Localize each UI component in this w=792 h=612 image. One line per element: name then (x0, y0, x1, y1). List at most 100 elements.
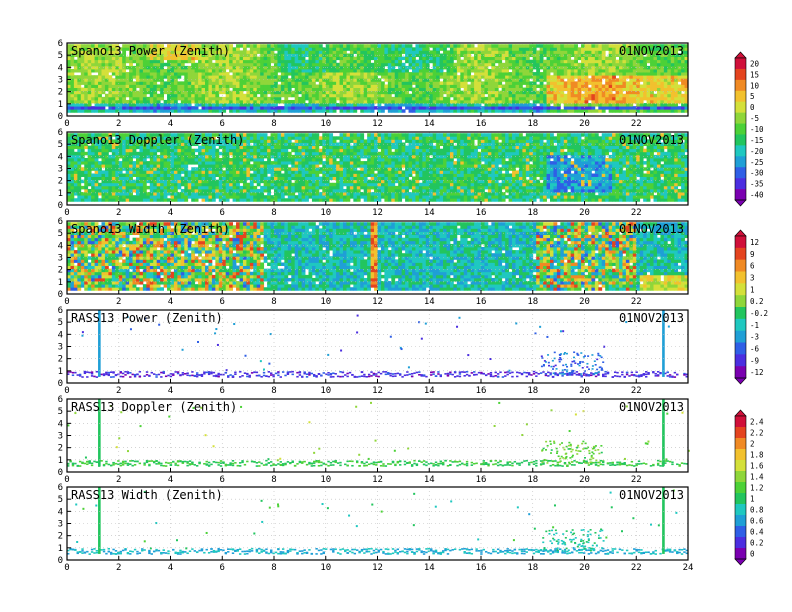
data-cell (94, 84, 99, 88)
data-cell (84, 106, 89, 110)
data-cell (491, 72, 496, 76)
data-cell (149, 47, 154, 51)
data-cell (80, 142, 85, 147)
data-cell (481, 44, 485, 48)
data-cell (160, 81, 164, 85)
data-cell (211, 65, 216, 70)
data-cell (363, 65, 368, 70)
data-cell (136, 157, 140, 162)
data-cell (677, 93, 682, 98)
data-cell (522, 81, 527, 85)
data-cell (104, 164, 109, 168)
data-cell (605, 59, 610, 64)
data-cell (298, 50, 302, 54)
data-cell (208, 176, 213, 181)
data-cell (377, 109, 382, 113)
data-cell (318, 72, 323, 76)
data-cell (73, 185, 78, 190)
data-cell (170, 90, 175, 95)
data-cell (449, 90, 454, 95)
data-cell (232, 145, 237, 150)
data-cell (111, 65, 116, 70)
data-cell (208, 188, 213, 193)
data-cell (674, 81, 679, 85)
data-cell (104, 185, 109, 190)
data-cell (391, 96, 396, 101)
data-cell (660, 103, 665, 107)
data-cell (608, 87, 613, 92)
data-cell (84, 87, 89, 92)
data-cell (108, 50, 113, 54)
data-cell (205, 81, 209, 85)
data-cell (122, 145, 127, 150)
data-cell (449, 109, 454, 113)
data-cell (318, 93, 323, 98)
data-cell (394, 109, 399, 113)
data-cell (518, 103, 523, 107)
data-cell (73, 145, 78, 150)
data-cell (246, 72, 251, 76)
data-cell (173, 133, 178, 137)
data-cell (222, 176, 227, 181)
data-cell (522, 99, 527, 104)
data-cell (156, 56, 161, 61)
data-cell (408, 106, 413, 110)
data-cell (594, 99, 599, 104)
data-cell (208, 136, 213, 140)
data-cell (398, 109, 403, 113)
data-cell (142, 164, 147, 168)
y-tick-label: 2 (58, 88, 63, 98)
data-cell (425, 106, 430, 110)
data-cell (191, 133, 196, 137)
data-cell (177, 176, 182, 181)
data-cell (236, 81, 240, 85)
data-cell (425, 84, 430, 88)
data-cell (139, 81, 144, 85)
data-cell (467, 84, 472, 88)
data-cell (425, 87, 430, 92)
data-cell (377, 103, 382, 107)
data-cell (532, 44, 537, 48)
data-cell (129, 148, 133, 153)
data-cell (218, 53, 223, 58)
data-cell (322, 90, 327, 95)
data-cell (87, 109, 92, 113)
x-tick-label: 18 (527, 119, 538, 129)
data-cell (211, 62, 216, 67)
data-cell (553, 81, 558, 85)
data-cell (556, 50, 561, 54)
data-cell (536, 99, 541, 104)
data-cell (301, 103, 306, 107)
data-cell (608, 75, 613, 79)
data-cell (467, 50, 472, 54)
data-cell (208, 173, 213, 177)
data-cell (629, 96, 634, 101)
data-cell (153, 145, 158, 150)
data-cell (111, 56, 116, 61)
data-cell (222, 145, 227, 150)
data-cell (104, 44, 109, 48)
data-cell (370, 81, 375, 85)
data-cell (229, 78, 233, 82)
data-cell (94, 65, 99, 70)
data-cell (149, 198, 154, 202)
data-cell (170, 142, 175, 147)
data-cell (239, 176, 244, 181)
data-cell (67, 44, 71, 48)
data-cell (242, 145, 247, 150)
data-cell (104, 192, 109, 196)
data-cell (387, 84, 392, 88)
data-cell (663, 84, 668, 88)
data-cell (211, 164, 216, 168)
data-cell (332, 84, 337, 88)
data-cell (491, 47, 496, 51)
data-cell (246, 176, 251, 181)
data-cell (260, 96, 265, 101)
data-cell (643, 62, 647, 67)
data-cell (122, 59, 127, 64)
data-cell (187, 106, 192, 110)
data-cell (242, 154, 247, 159)
data-cell (139, 198, 144, 202)
data-cell (142, 167, 147, 171)
data-cell (584, 75, 589, 79)
